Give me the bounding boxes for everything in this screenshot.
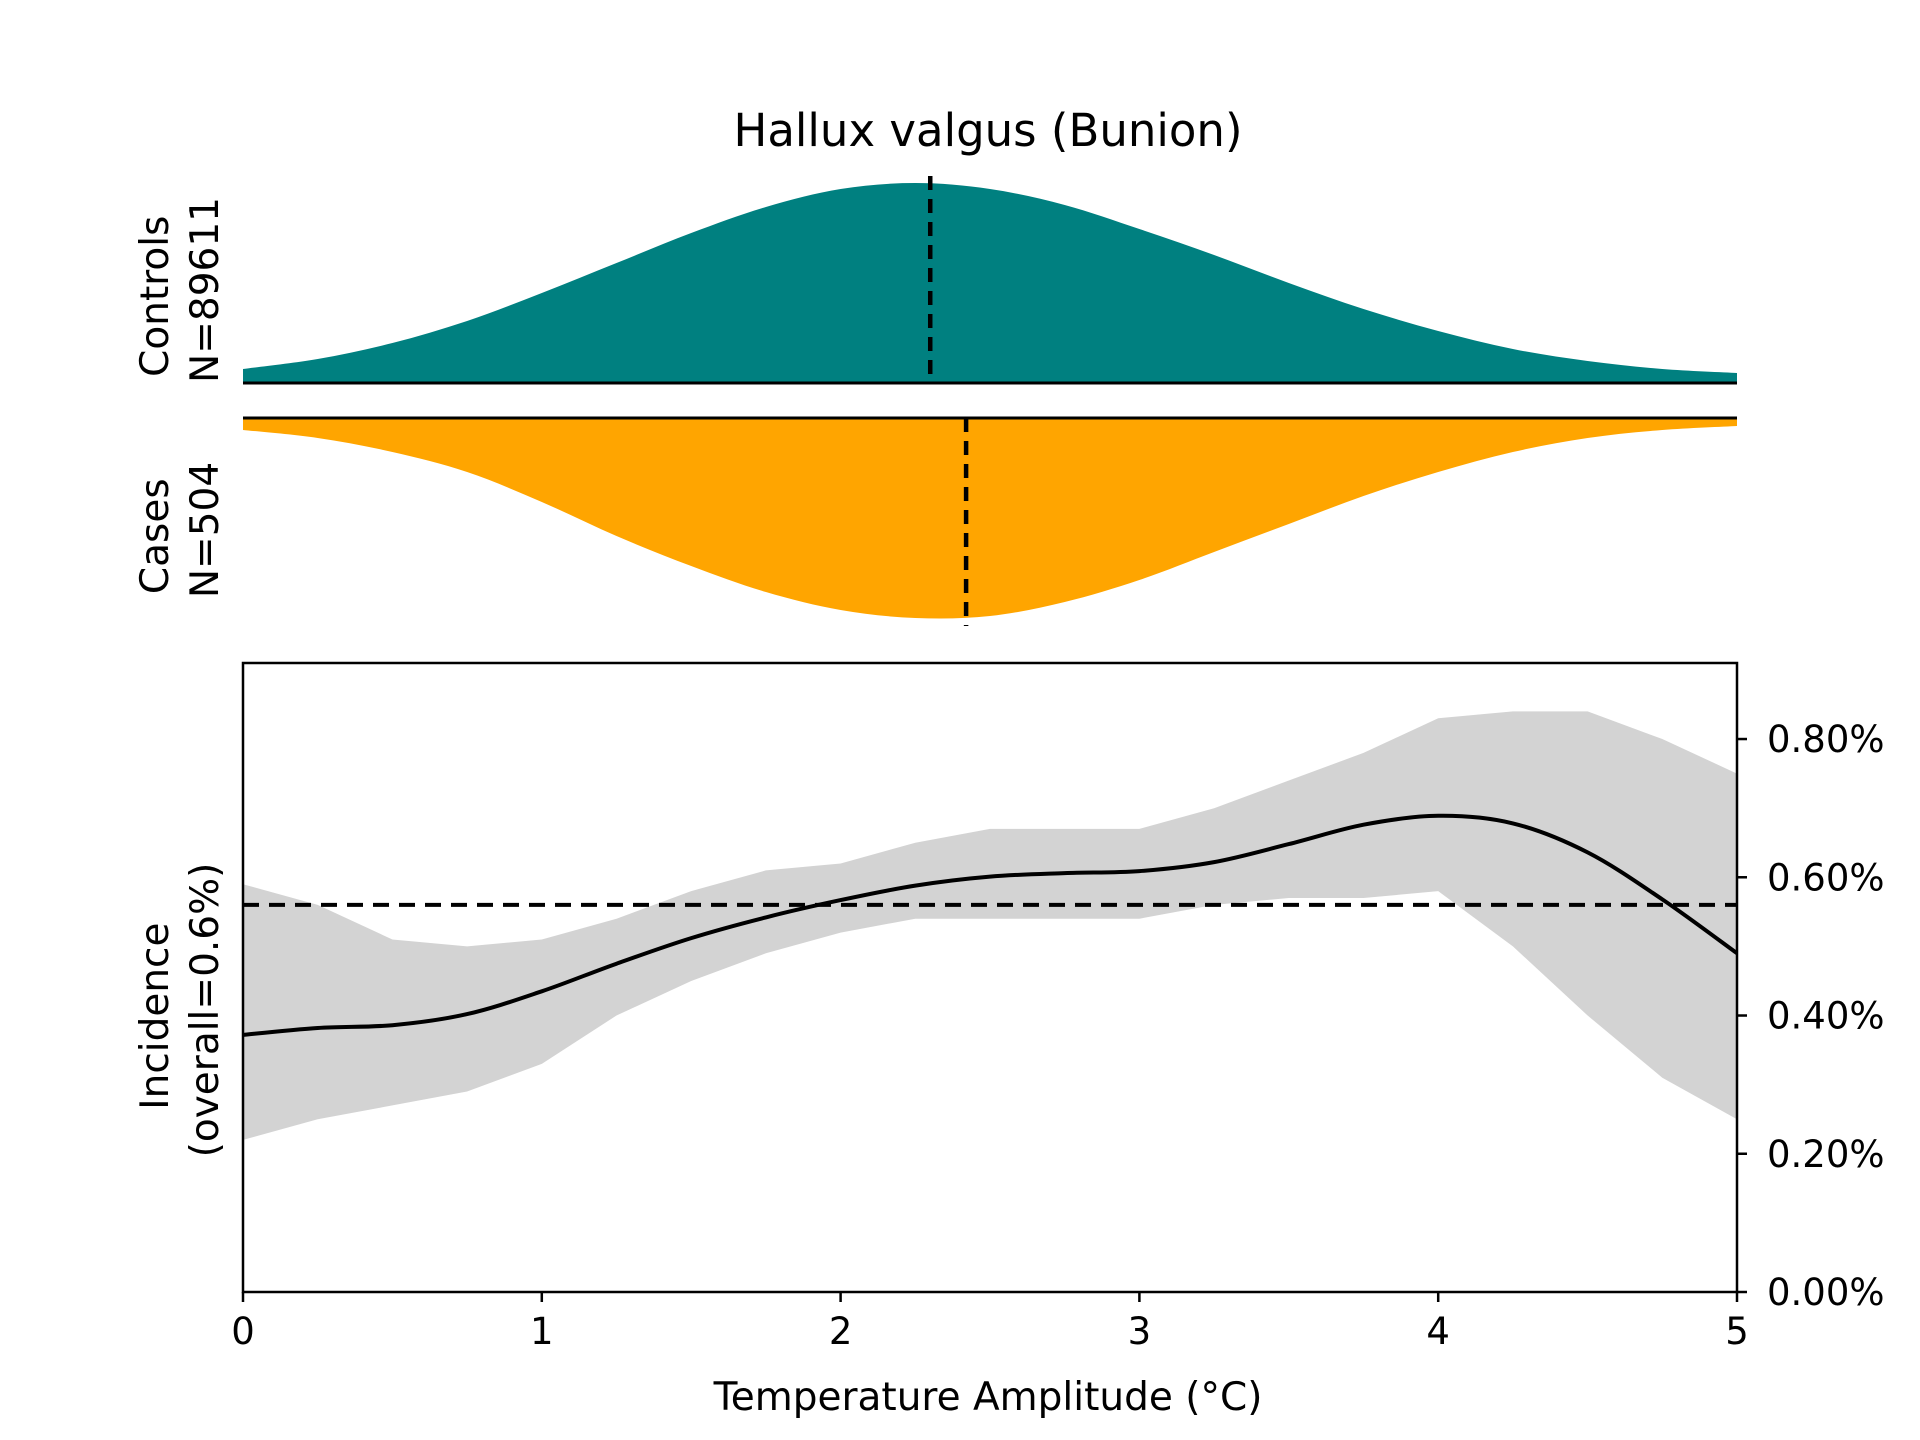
incidence-ylabel-line1: Incidence: [133, 923, 178, 1110]
x-tick-label: 2: [829, 1310, 853, 1353]
cases-label-line2: N=504: [183, 462, 228, 598]
cases-density-panel: Cases N=504: [133, 416, 1737, 626]
incidence-ci-band: [243, 711, 1737, 1140]
controls-label: Controls N=89611: [133, 197, 228, 383]
cases-label: Cases N=504: [133, 462, 228, 598]
y-tick-label: 0.20%: [1767, 1133, 1885, 1176]
controls-density-area: [243, 183, 1737, 383]
controls-label-line2: N=89611: [183, 197, 228, 383]
incidence-panel: 0 1 2 3 4 5 0.00% 0.20% 0.40% 0.60% 0.80% Inciden…: [133, 661, 1885, 1420]
y-tick-label: 0.40%: [1767, 995, 1885, 1038]
incidence-axes-frame: [241, 661, 1739, 1294]
y-tick-label: 0.60%: [1767, 856, 1885, 899]
cases-density-area: [243, 418, 1737, 619]
x-axis-label: Temperature Amplitude (°C): [713, 1375, 1263, 1420]
y-tick-label: 0.00%: [1767, 1271, 1885, 1314]
x-tick-label: 4: [1426, 1310, 1450, 1353]
cases-label-line1: Cases: [133, 478, 178, 594]
incidence-estimate-line: [242, 813, 1739, 1037]
incidence-ylabel-line2: (overall=0.6%): [183, 863, 228, 1158]
controls-density-panel: Controls N=89611: [133, 176, 1737, 385]
chart-title: Hallux valgus (Bunion): [734, 104, 1243, 157]
x-tick-label: 3: [1128, 1310, 1152, 1353]
y-tick-label: 0.80%: [1767, 718, 1885, 761]
incidence-ylabel: Incidence (overall=0.6%): [133, 863, 228, 1158]
y-axis-right: 0.00% 0.20% 0.40% 0.60% 0.80%: [1737, 718, 1885, 1314]
controls-label-line1: Controls: [133, 216, 178, 377]
x-tick-label: 5: [1725, 1310, 1749, 1353]
x-tick-label: 0: [231, 1310, 255, 1353]
x-axis: 0 1 2 3 4 5: [231, 1292, 1749, 1353]
x-tick-label: 1: [530, 1310, 554, 1353]
